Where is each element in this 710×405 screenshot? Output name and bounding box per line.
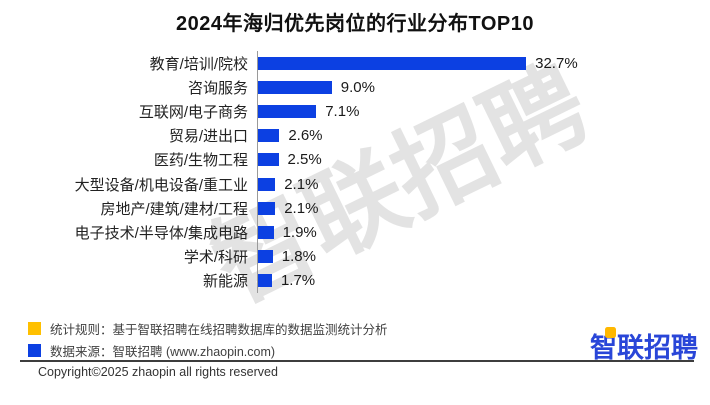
value-label: 2.1%	[284, 199, 319, 217]
bar-zone: 7.1%	[257, 99, 677, 124]
category-label: 电子技术/半导体/集成电路	[74, 224, 248, 242]
footer-divider	[20, 360, 694, 362]
bar-row: 房地产/建筑/建材/工程 2.1%	[24, 196, 677, 221]
bar	[258, 129, 280, 143]
legend-swatch-statistics	[28, 321, 41, 335]
bar-row: 教育/培训/院校 32.7%	[24, 51, 677, 76]
legend-text-statistics: 统计规则：基于智联招聘在线招聘数据库的数据监测统计分析	[50, 322, 388, 337]
category-label: 房地产/建筑/建材/工程	[100, 200, 248, 218]
bar-row: 贸易/进出口 2.6%	[24, 123, 677, 148]
bar-row: 医药/生物工程 2.5%	[24, 147, 677, 172]
bar-zone: 1.8%	[257, 244, 677, 269]
value-label: 32.7%	[535, 54, 578, 72]
bar	[258, 104, 317, 118]
bar-row: 新能源 1.7%	[24, 268, 677, 293]
category-label: 学术/科研	[183, 249, 248, 267]
bar-row: 电子技术/半导体/集成电路 1.9%	[24, 220, 677, 245]
category-label: 贸易/进出口	[168, 128, 248, 146]
bar-row: 大型设备/机电设备/重工业 2.1%	[24, 171, 677, 197]
zhaopin-logo: 智联招聘	[590, 326, 698, 365]
category-label: 互联网/电子商务	[138, 103, 248, 121]
value-label: 2.5%	[287, 151, 322, 169]
category-label: 医药/生物工程	[153, 152, 248, 170]
value-label: 1.7%	[280, 272, 316, 290]
bar	[258, 250, 273, 264]
logo-yellow-dot-icon	[605, 327, 616, 338]
bar	[258, 201, 276, 215]
category-label: 咨询服务	[187, 79, 248, 97]
bar-row: 咨询服务 9.0%	[24, 75, 677, 100]
bar-rows: 教育/培训/院校 32.7% 咨询服务 9.0% 互联网/电子商务 7.1% 贸易/进出口 2…	[24, 51, 677, 293]
legend-text-source: 数据来源：智联招聘 (www.zhaopin.com)	[50, 344, 276, 359]
bar-zone: 2.1%	[257, 171, 677, 197]
bar-zone: 32.7%	[257, 51, 677, 76]
bar-row: 学术/科研 1.8%	[24, 244, 677, 269]
legend-item-statistics-rule: 统计规则：基于智联招聘在线招聘数据库的数据监测统计分析	[28, 317, 388, 339]
bar-zone: 2.1%	[257, 196, 677, 221]
bar-row: 互联网/电子商务 7.1%	[24, 99, 677, 124]
bar-zone: 1.7%	[257, 268, 677, 293]
bar	[258, 80, 332, 94]
category-label: 新能源	[202, 273, 248, 291]
legend-item-data-source: 数据来源：智联招聘 (www.zhaopin.com)	[28, 339, 388, 361]
bar	[258, 56, 527, 70]
legend-swatch-source	[28, 343, 41, 357]
bar-zone: 1.9%	[257, 220, 677, 245]
value-label: 9.0%	[340, 78, 375, 96]
bar	[258, 274, 272, 288]
bar-chart: 教育/培训/院校 32.7% 咨询服务 9.0% 互联网/电子商务 7.1% 贸易/进出口 2…	[24, 51, 677, 293]
category-label: 教育/培训/院校	[149, 55, 248, 73]
value-label: 1.9%	[282, 223, 317, 241]
category-label: 大型设备/机电设备/重工业	[74, 176, 248, 194]
bar-zone: 2.5%	[257, 147, 677, 172]
value-label: 1.8%	[281, 248, 316, 266]
bar-zone: 9.0%	[257, 75, 677, 100]
copyright-text: Copyright©2025 zhaopin all rights reserv…	[38, 365, 278, 379]
value-label: 2.6%	[288, 127, 323, 145]
page-title: 2024年海归优先岗位的行业分布TOP10	[176, 13, 534, 35]
footer-legend: 统计规则：基于智联招聘在线招聘数据库的数据监测统计分析 数据来源：智联招聘 (w…	[28, 317, 388, 361]
bar	[258, 153, 279, 167]
bar-zone: 2.6%	[257, 123, 677, 148]
bar	[258, 177, 276, 191]
value-label: 7.1%	[325, 102, 360, 120]
value-label: 2.1%	[284, 175, 319, 193]
bar	[258, 225, 274, 239]
logo-text: 智联招聘	[590, 333, 698, 363]
